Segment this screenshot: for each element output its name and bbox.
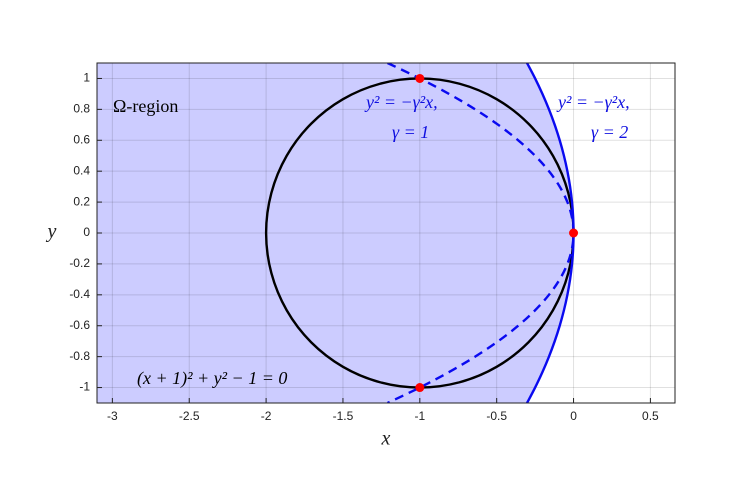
y-tick-label: 0.2 <box>73 194 90 208</box>
y-tick-label: 0.8 <box>73 102 90 116</box>
annotation: (x + 1)² + y² − 1 = 0 <box>137 368 287 389</box>
y-tick-label: -0.4 <box>69 287 90 301</box>
point-marker <box>415 383 425 393</box>
x-tick-label: -1 <box>414 409 425 423</box>
y-tick-label: 0.6 <box>73 132 90 146</box>
x-tick-label: 0 <box>570 409 577 423</box>
annotation: γ = 2 <box>591 122 628 142</box>
y-tick-label: -1 <box>79 380 90 394</box>
y-tick-label: -0.8 <box>69 349 90 363</box>
point-marker <box>415 73 425 83</box>
x-tick-label: -1.5 <box>333 409 354 423</box>
region-fill <box>97 63 574 403</box>
annotation: Ω-region <box>113 96 178 116</box>
curve <box>264 77 575 389</box>
point-marker <box>569 228 579 238</box>
x-tick-label: 0.5 <box>642 409 659 423</box>
annotation: y² = −γ²x, <box>364 92 438 112</box>
x-axis-label: x <box>381 428 391 450</box>
annotation: y² = −γ²x, <box>556 92 630 112</box>
annotation: γ = 1 <box>392 122 429 142</box>
x-tick-label: -3 <box>107 409 118 423</box>
y-tick-label: 0.4 <box>73 163 90 177</box>
x-tick-label: -2 <box>261 409 272 423</box>
x-tick-label: -2.5 <box>179 409 200 423</box>
y-tick-label: 0 <box>83 225 90 239</box>
x-tick-label: -0.5 <box>486 409 507 423</box>
axes-box <box>96 62 676 404</box>
y-tick-label: 1 <box>83 71 90 85</box>
y-tick-label: -0.6 <box>69 318 90 332</box>
y-tick-label: -0.2 <box>69 256 90 270</box>
y-axis-label: y <box>46 221 57 243</box>
